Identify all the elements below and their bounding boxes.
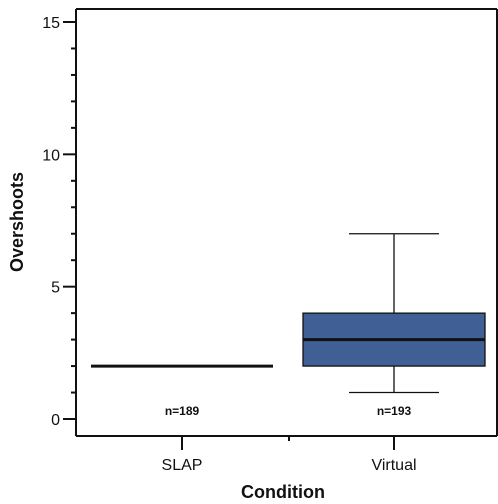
x-tick-label: SLAP: [162, 457, 203, 474]
y-tick-label: 15: [42, 15, 60, 32]
x-axis-title: Condition: [241, 482, 325, 502]
labels-layer: 0 5 10 15 SLAP Virtual n=189 n=193: [42, 15, 416, 474]
y-tick-label: 5: [51, 280, 60, 297]
x-tick-label: Virtual: [371, 457, 416, 474]
n-label-slap: n=189: [165, 404, 200, 418]
y-tick-label: 0: [51, 412, 60, 429]
axes-layer: [63, 8, 498, 450]
marks-layer: [91, 233, 486, 394]
y-axis-title: Overshoots: [7, 172, 27, 272]
y-tick-label: 10: [42, 147, 60, 164]
n-label-virtual: n=193: [377, 404, 412, 418]
